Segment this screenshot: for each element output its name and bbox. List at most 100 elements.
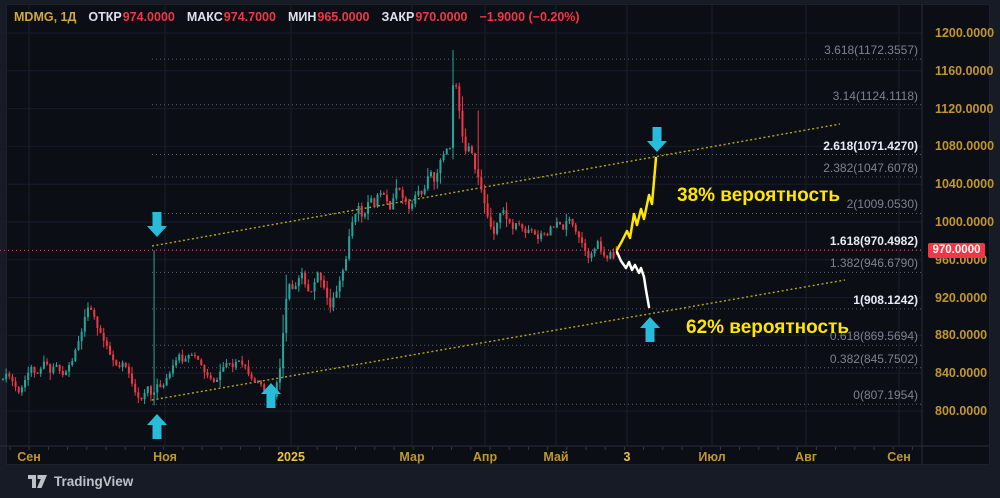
x-axis-label-Ноя[interactable]: Ноя: [153, 450, 177, 464]
arrow-up-icon[interactable]: [640, 317, 660, 342]
candle-body[interactable]: [175, 360, 178, 366]
candle-body[interactable]: [118, 365, 121, 368]
candle-body[interactable]: [587, 250, 590, 259]
candle-body[interactable]: [171, 365, 174, 374]
candle-body[interactable]: [584, 243, 587, 251]
candle-body[interactable]: [140, 397, 143, 400]
candle-body[interactable]: [502, 210, 505, 214]
candle-body[interactable]: [461, 110, 464, 137]
candle-body[interactable]: [96, 316, 99, 329]
x-axis-label-Сен[interactable]: Сен: [887, 450, 911, 464]
candle-body[interactable]: [470, 146, 473, 154]
candle-body[interactable]: [514, 223, 517, 229]
candle-body[interactable]: [285, 298, 288, 333]
candle-body[interactable]: [389, 201, 392, 210]
candle-body[interactable]: [278, 368, 281, 383]
candle-body[interactable]: [250, 374, 253, 379]
candle-body[interactable]: [200, 359, 203, 365]
candle-body[interactable]: [102, 332, 105, 341]
candle-body[interactable]: [392, 198, 395, 210]
candle-body[interactable]: [555, 221, 558, 228]
candle-body[interactable]: [404, 197, 407, 202]
candle-body[interactable]: [2, 379, 4, 381]
candle-body[interactable]: [316, 272, 319, 283]
candle-body[interactable]: [496, 222, 499, 234]
candle-body[interactable]: [508, 218, 511, 223]
candle-body[interactable]: [395, 187, 398, 199]
candle-body[interactable]: [596, 241, 599, 249]
candle-body[interactable]: [131, 373, 134, 384]
candle-body[interactable]: [606, 255, 609, 259]
candle-body[interactable]: [313, 282, 316, 292]
candle-body[interactable]: [546, 233, 549, 236]
candle-body[interactable]: [483, 189, 486, 204]
candle-body[interactable]: [83, 317, 86, 332]
candle-body[interactable]: [20, 387, 23, 393]
candle-body[interactable]: [71, 360, 74, 365]
candle-body[interactable]: [524, 228, 527, 233]
x-axis-label-Июл[interactable]: Июл: [698, 450, 726, 464]
candle-body[interactable]: [187, 355, 190, 359]
projection-zigzag-lines[interactable]: [615, 156, 658, 309]
x-axis-label-2025[interactable]: 2025: [277, 450, 305, 464]
candle-body[interactable]: [338, 280, 341, 292]
candle-body[interactable]: [363, 213, 366, 217]
candle-body[interactable]: [225, 363, 228, 367]
candle-body[interactable]: [149, 386, 152, 395]
candle-body[interactable]: [540, 233, 543, 239]
candle-body[interactable]: [184, 358, 187, 362]
candle-body[interactable]: [61, 370, 64, 376]
candle-body[interactable]: [297, 278, 300, 287]
candle-body[interactable]: [348, 236, 351, 260]
candle-body[interactable]: [521, 224, 524, 229]
candle-body[interactable]: [203, 364, 206, 373]
candle-body[interactable]: [238, 360, 241, 362]
candle-body[interactable]: [247, 366, 250, 375]
candle-body[interactable]: [108, 345, 111, 355]
candle-body[interactable]: [156, 384, 159, 393]
candle-body[interactable]: [341, 270, 344, 281]
candle-body[interactable]: [322, 280, 325, 288]
candle-body[interactable]: [407, 201, 410, 209]
candle-body[interactable]: [159, 384, 162, 388]
candle-body[interactable]: [486, 203, 489, 217]
candle-body[interactable]: [329, 297, 332, 308]
arrow-up-icon[interactable]: [147, 414, 167, 439]
candle-body[interactable]: [58, 364, 61, 371]
x-axis-label-3[interactable]: 3: [623, 450, 631, 464]
candle-body[interactable]: [382, 193, 385, 195]
candle-body[interactable]: [536, 234, 539, 239]
candle-body[interactable]: [146, 386, 149, 393]
candle-body[interactable]: [477, 169, 480, 178]
candle-body[interactable]: [241, 360, 244, 365]
candle-body[interactable]: [319, 272, 322, 281]
candle-body[interactable]: [263, 384, 266, 391]
candle-body[interactable]: [260, 381, 263, 385]
candle-body[interactable]: [433, 172, 436, 182]
y-axis-label[interactable]: 1040.0000: [935, 177, 995, 192]
candle-body[interactable]: [351, 221, 354, 237]
candle-body[interactable]: [33, 366, 36, 373]
candle-body[interactable]: [423, 188, 426, 195]
candle-body[interactable]: [464, 136, 467, 152]
candle-body[interactable]: [360, 205, 363, 217]
candle-body[interactable]: [401, 189, 404, 198]
candle-body[interactable]: [414, 195, 417, 204]
y-axis-label[interactable]: 840.0000: [935, 366, 988, 381]
candle-body[interactable]: [80, 331, 83, 342]
candle-body[interactable]: [411, 203, 414, 209]
candle-body[interactable]: [49, 364, 52, 373]
candle-body[interactable]: [219, 371, 222, 380]
candle-body[interactable]: [5, 373, 8, 380]
y-axis-label[interactable]: 1000.0000: [935, 215, 995, 229]
candle-body[interactable]: [518, 223, 521, 225]
candle-body[interactable]: [599, 241, 602, 252]
candle-body[interactable]: [593, 248, 596, 254]
arrow-up-icon[interactable]: [261, 383, 281, 408]
candle-body[interactable]: [379, 193, 382, 195]
candle-body[interactable]: [562, 224, 565, 230]
candle-body[interactable]: [367, 202, 370, 214]
candle-body[interactable]: [64, 371, 67, 376]
candle-body[interactable]: [256, 381, 259, 383]
